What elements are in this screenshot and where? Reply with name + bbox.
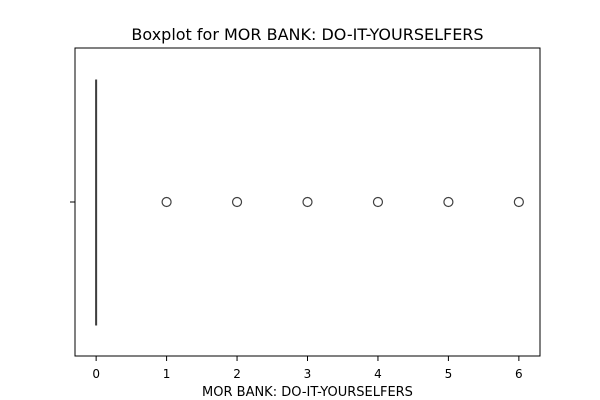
- x-axis-tick-label: 2: [233, 367, 241, 381]
- x-axis-tick-label: 1: [163, 367, 171, 381]
- x-axis-tick-label: 3: [304, 367, 312, 381]
- x-axis-tick-label: 6: [515, 367, 523, 381]
- outlier-point: [161, 196, 172, 208]
- outlier-point: [372, 196, 384, 208]
- x-axis: 0 1 2 3 4 5 6: [92, 356, 523, 381]
- x-axis-tick-label: 0: [92, 367, 100, 381]
- outlier-point: [302, 196, 313, 208]
- x-axis-tick-label: 5: [445, 367, 453, 381]
- x-axis-label: MOR BANK: DO-IT-YOURSELFERS: [202, 385, 413, 400]
- outlier-point: [231, 196, 243, 208]
- box-element: [95, 79, 98, 326]
- outlier-point: [513, 196, 524, 208]
- chart-title: Boxplot for MOR BANK: DO-IT-YOURSELFERS: [131, 25, 483, 44]
- x-axis-tick-label: 4: [374, 367, 382, 381]
- outlier-points: [161, 196, 524, 208]
- outlier-point: [443, 196, 454, 208]
- plot-area-frame: [74, 47, 541, 357]
